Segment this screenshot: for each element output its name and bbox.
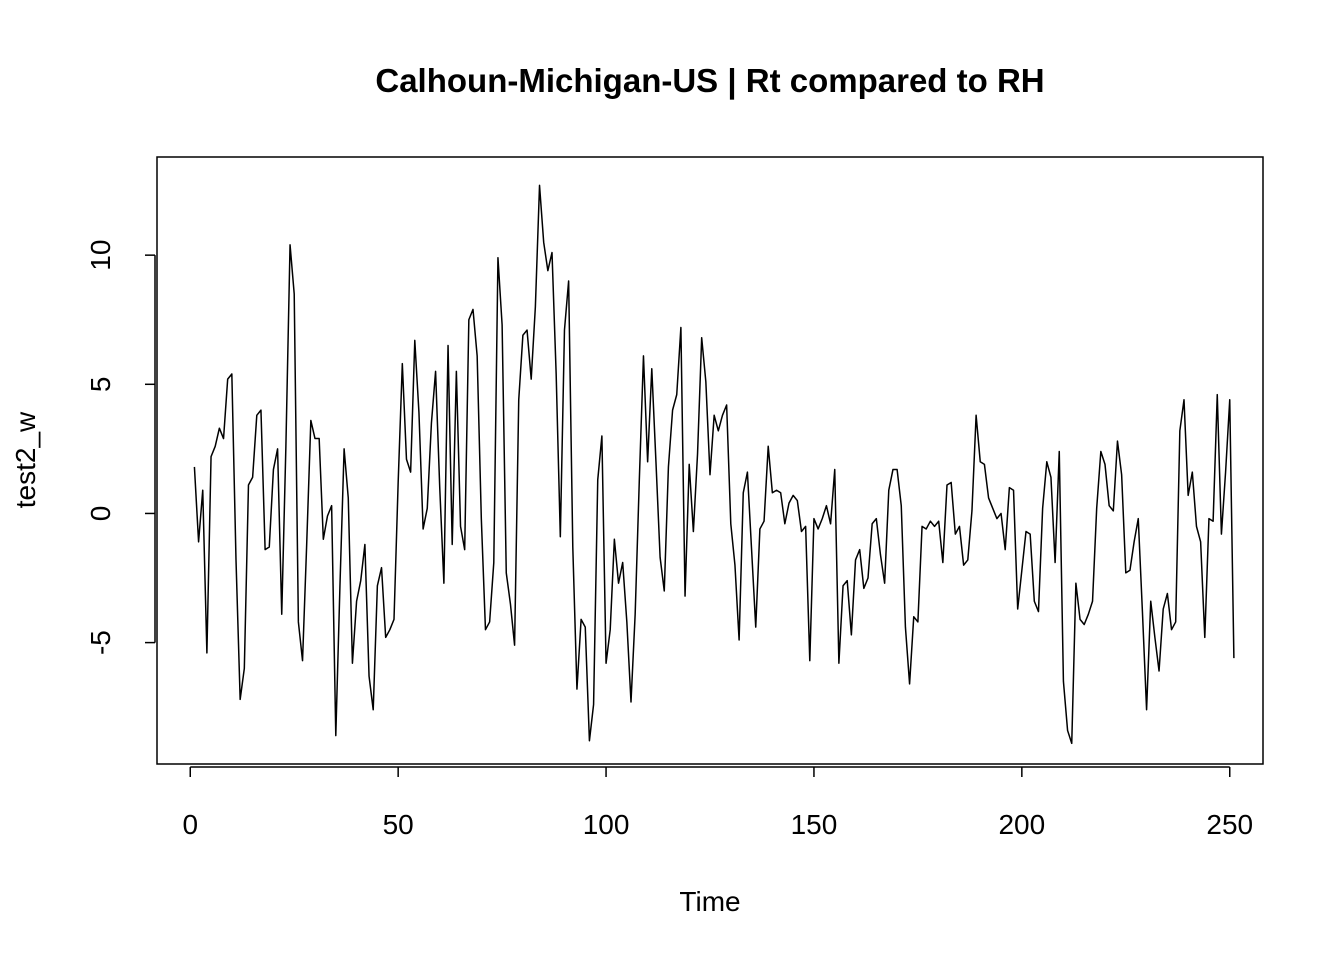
y-tick-label: -5	[85, 630, 116, 655]
x-tick-label: 150	[791, 809, 838, 840]
y-axis: -5 0 5 10	[85, 240, 156, 655]
y-tick-label: 0	[85, 506, 116, 522]
chart-title: Calhoun-Michigan-US | Rt compared to RH	[375, 62, 1044, 99]
plot-area	[156, 156, 1264, 765]
series-line	[193, 184, 1235, 745]
x-tick-label: 100	[583, 809, 630, 840]
x-tick-label: 200	[998, 809, 1045, 840]
x-axis: 0 50 100 150 200 250	[182, 766, 1253, 840]
x-tick-label: 0	[182, 809, 198, 840]
x-tick-label: 50	[383, 809, 414, 840]
y-tick-label: 10	[85, 240, 116, 271]
x-axis-label: Time	[679, 886, 740, 917]
y-axis-label: test2_w	[10, 411, 41, 508]
x-tick-label: 250	[1206, 809, 1253, 840]
y-tick-label: 5	[85, 377, 116, 393]
